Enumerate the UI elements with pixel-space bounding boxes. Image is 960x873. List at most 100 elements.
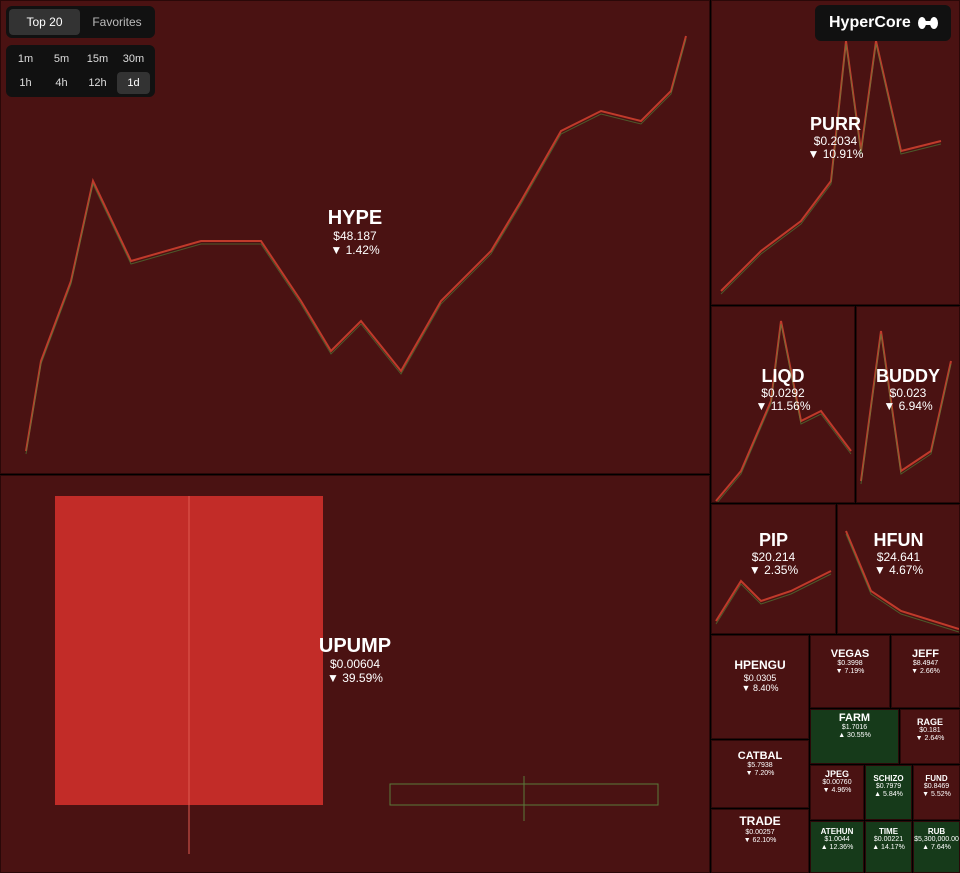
- ticker: HPENGU: [734, 658, 786, 672]
- candles: [55, 496, 659, 854]
- change: ▲ 14.17%: [872, 844, 905, 852]
- ticker: FARM: [838, 711, 871, 724]
- price-sparkline: [715, 320, 852, 502]
- tile-label: TRADE $0.00257 ▼ 62.10%: [712, 814, 808, 845]
- tile-label: SCHIZO $0.7979 ▲ 5.84%: [866, 774, 911, 799]
- price: $1.0044: [824, 836, 850, 844]
- tile[interactable]: HFUN $24.641 ▼ 4.67%: [837, 504, 960, 634]
- price-sparkline: [845, 530, 959, 633]
- interval-button[interactable]: 5m: [53, 53, 70, 65]
- interval-button[interactable]: 30m: [122, 53, 145, 65]
- tile-label: LIQD $0.0292 ▼ 11.56%: [712, 366, 854, 414]
- price: $0.00257: [745, 828, 775, 836]
- tile-label: CATBAL $5.7938 ▼ 7.20%: [712, 750, 808, 779]
- price: $0.3998: [837, 660, 863, 668]
- change: ▲ 30.55%: [838, 732, 871, 740]
- tile-label: BUDDY $0.023 ▼ 6.94%: [857, 366, 959, 414]
- interval-button[interactable]: 1h: [19, 77, 32, 89]
- ticker: SCHIZO: [873, 774, 904, 783]
- tile[interactable]: RAGE $0.181 ▼ 2.64%: [900, 709, 960, 764]
- change: ▼ 7.20%: [745, 770, 775, 778]
- tile[interactable]: PURR $0.2034 ▼ 10.91%: [711, 0, 960, 305]
- tile[interactable]: TIME $0.00221 ▲ 14.17%: [865, 821, 912, 873]
- price: $24.641: [876, 549, 921, 564]
- ticker: PURR: [809, 114, 861, 134]
- change: ▼ 7.19%: [835, 668, 865, 676]
- ticker: TIME: [878, 827, 899, 836]
- tile-label: FARM $1.7016 ▲ 30.55%: [811, 712, 898, 741]
- ticker: TRADE: [739, 814, 781, 828]
- price: $8.4947: [912, 660, 939, 668]
- tile[interactable]: BUDDY $0.023 ▼ 6.94%: [856, 306, 960, 503]
- tile[interactable]: FUND $0.8469 ▼ 5.52%: [913, 765, 960, 820]
- ticker: HYPE: [327, 207, 383, 229]
- logo[interactable]: HyperCore: [815, 5, 951, 41]
- tile-label: JEFF $8.4947 ▼ 2.66%: [892, 648, 959, 677]
- price: $0.0305: [743, 672, 777, 683]
- price-sparkline: [720, 40, 942, 295]
- tile[interactable]: SCHIZO $0.7979 ▲ 5.84%: [865, 765, 912, 820]
- tile[interactable]: PIP $20.214 ▼ 2.35%: [711, 504, 836, 634]
- tile-label: VEGAS $0.3998 ▼ 7.19%: [811, 648, 889, 677]
- tile[interactable]: VEGAS $0.3998 ▼ 7.19%: [810, 635, 890, 708]
- ticker: LIQD: [761, 366, 805, 386]
- price: $20.214: [751, 549, 796, 564]
- price: $0.00604: [329, 657, 381, 671]
- ticker: RAGE: [916, 716, 943, 727]
- tile-label: RAGE $0.181 ▼ 2.64%: [901, 717, 959, 743]
- ticker: FUND: [925, 774, 948, 783]
- interval-button[interactable]: 4h: [55, 77, 68, 89]
- tab[interactable]: Favorites: [92, 15, 142, 29]
- tile-label: JPEG $0.00760 ▼ 4.96%: [811, 769, 863, 795]
- ticker: JEFF: [912, 647, 939, 660]
- tab[interactable]: Top 20: [9, 9, 80, 35]
- interval-button[interactable]: 12h: [88, 77, 107, 89]
- tile[interactable]: RUB $5,300,000.00 ▲ 7.64%: [913, 821, 960, 873]
- price: $0.2034: [813, 133, 858, 148]
- tile[interactable]: JEFF $8.4947 ▼ 2.66%: [891, 635, 960, 708]
- tile-label: HPENGU $0.0305 ▼ 8.40%: [712, 658, 808, 694]
- tile[interactable]: JPEG $0.00760 ▼ 4.96%: [810, 765, 864, 820]
- price: $0.181: [919, 726, 941, 734]
- tile[interactable]: CATBAL $5.7938 ▼ 7.20%: [711, 740, 809, 808]
- tile-label: HYPE $48.187 ▼ 1.42%: [1, 207, 709, 258]
- tile[interactable]: TRADE $0.00257 ▼ 62.10%: [711, 809, 809, 873]
- change: ▼ 2.35%: [748, 563, 799, 578]
- tile[interactable]: LIQD $0.0292 ▼ 11.56%: [711, 306, 855, 503]
- ticker: RUB: [927, 827, 946, 836]
- interval-button[interactable]: 15m: [86, 53, 109, 65]
- price-sparkline: [25, 35, 687, 455]
- change: ▼ 11.56%: [755, 399, 811, 414]
- change: ▲ 5.84%: [874, 791, 903, 799]
- interval-bar: 1m 5m 15m 30m 1h 4h 12h 1d: [6, 45, 155, 97]
- interval-button[interactable]: 1d: [117, 72, 150, 94]
- change: ▼ 4.67%: [873, 563, 924, 578]
- ticker: UPUMP: [318, 635, 392, 657]
- change: ▼ 4.96%: [822, 786, 852, 794]
- change: ▼ 2.64%: [915, 734, 945, 742]
- change: ▼ 39.59%: [327, 670, 383, 685]
- tile[interactable]: UPUMP $0.00604 ▼ 39.59%: [0, 475, 710, 873]
- tile-label: TIME $0.00221 ▲ 14.17%: [866, 827, 911, 852]
- ticker: VEGAS: [830, 647, 870, 660]
- change: ▲ 12.36%: [820, 844, 854, 852]
- tile[interactable]: FARM $1.7016 ▲ 30.55%: [810, 709, 899, 764]
- ticker: HFUN: [873, 530, 924, 550]
- interval-button[interactable]: 1m: [17, 53, 34, 65]
- tile-label: UPUMP $0.00604 ▼ 39.59%: [1, 635, 709, 686]
- tile-label: HFUN $24.641 ▼ 4.67%: [838, 530, 959, 578]
- tile-label: ATEHUN $1.0044 ▲ 12.36%: [811, 827, 863, 852]
- price: $0.0292: [761, 385, 805, 400]
- tile[interactable]: ATEHUN $1.0044 ▲ 12.36%: [810, 821, 864, 873]
- price: $0.023: [889, 385, 927, 400]
- change: ▼ 8.40%: [741, 683, 779, 694]
- logo-text: HyperCore: [829, 14, 911, 31]
- tile-label: FUND $0.8469 ▼ 5.52%: [914, 774, 959, 799]
- price: $48.187: [333, 229, 377, 243]
- change: ▼ 5.52%: [922, 791, 951, 799]
- tile[interactable]: HPENGU $0.0305 ▼ 8.40%: [711, 635, 809, 739]
- ticker: JPEG: [824, 768, 849, 779]
- ticker: ATEHUN: [820, 827, 854, 836]
- price: $0.00760: [822, 778, 852, 786]
